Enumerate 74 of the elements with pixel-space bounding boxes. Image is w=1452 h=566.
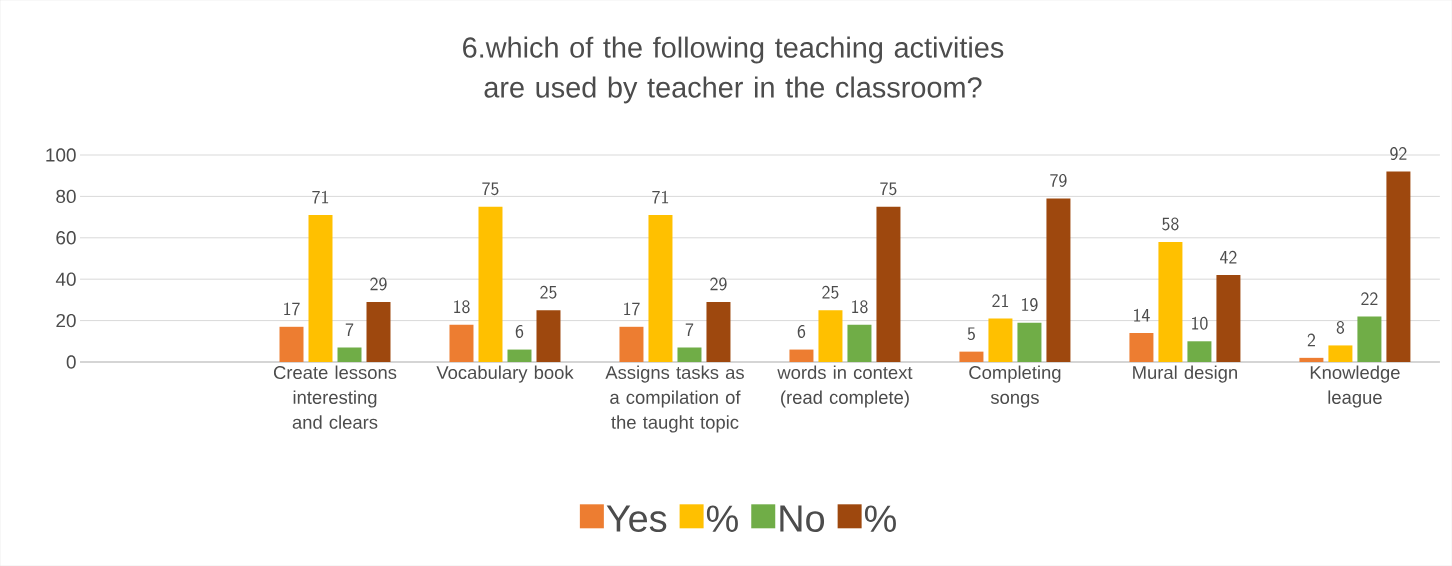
y-tick-label: 60 — [56, 231, 76, 245]
data-label: 8 — [1336, 320, 1345, 334]
data-label: 22 — [1361, 292, 1378, 305]
bar — [1017, 322, 1042, 362]
x-tick-label: Mural design — [1133, 365, 1237, 383]
data-label: 6 — [797, 325, 806, 339]
bar — [1357, 316, 1382, 362]
bar — [876, 206, 901, 362]
data-label: 79 — [1050, 173, 1067, 187]
data-label: 29 — [710, 277, 727, 291]
x-tick-label: words in context (read complete) — [777, 365, 913, 408]
legend-label: % — [706, 505, 738, 532]
data-label: 29 — [370, 277, 387, 291]
bar — [1299, 357, 1324, 362]
data-label: 7 — [345, 323, 354, 336]
x-tick-label: Knowledge league — [1310, 365, 1400, 408]
data-label: 17 — [624, 302, 640, 316]
bar — [677, 347, 702, 362]
bar — [1158, 241, 1183, 362]
data-label: 71 — [652, 190, 669, 204]
y-tick-label: 40 — [55, 272, 76, 286]
bar — [279, 326, 304, 362]
legend-label: % — [864, 505, 896, 532]
chart-title: 6.which of the following teaching activities are used by teacher in the classroom? — [463, 36, 1004, 104]
bar — [648, 215, 673, 362]
data-label: 2 — [1307, 333, 1315, 347]
data-label: 42 — [1220, 250, 1237, 264]
bar — [507, 349, 532, 362]
bar — [847, 324, 872, 362]
data-label: 17 — [284, 302, 300, 316]
y-tick-label: 100 — [46, 148, 76, 162]
bar — [449, 324, 474, 362]
legend-label: Yes — [606, 505, 667, 532]
data-label: 92 — [1390, 147, 1407, 161]
x-tick-label: Create lessons interesting and clears — [273, 365, 397, 429]
data-label: 25 — [822, 285, 839, 299]
data-label: 58 — [1162, 217, 1179, 231]
data-label: 14 — [1134, 308, 1150, 322]
data-label: 5 — [967, 327, 975, 341]
data-label: 18 — [852, 300, 868, 314]
data-label: 6 — [515, 325, 524, 339]
bar — [478, 206, 503, 362]
bar — [619, 326, 644, 362]
bar — [1129, 333, 1154, 362]
x-tick-label: Vocabulary book — [436, 365, 574, 383]
data-label: 18 — [454, 300, 470, 314]
data-label: 7 — [685, 323, 694, 336]
bar — [959, 351, 984, 362]
data-label: 21 — [992, 294, 1009, 307]
y-tick-label: 0 — [66, 355, 76, 369]
data-label: 10 — [1192, 316, 1208, 330]
bar — [1187, 341, 1212, 362]
data-label: 19 — [1022, 298, 1038, 312]
bar — [337, 347, 362, 362]
bar — [1328, 345, 1353, 362]
bar — [1046, 198, 1071, 362]
data-label: 75 — [482, 182, 499, 196]
bar — [536, 310, 561, 362]
legend-label: No — [780, 505, 825, 532]
bar — [706, 301, 731, 362]
bar — [988, 318, 1013, 362]
y-tick-label: 80 — [56, 189, 76, 204]
bar — [789, 349, 814, 362]
x-tick-label: Completing songs — [969, 365, 1061, 408]
bar — [1216, 275, 1241, 362]
bar — [818, 310, 843, 362]
bar — [1386, 171, 1411, 362]
bar — [366, 301, 391, 362]
data-label: 75 — [880, 182, 897, 196]
data-label: 25 — [540, 285, 557, 299]
y-tick-label: 20 — [56, 313, 76, 328]
bar — [308, 215, 333, 362]
x-tick-label: Assigns tasks as a compilation of the taught topic — [605, 365, 744, 433]
data-label: 71 — [312, 190, 329, 204]
